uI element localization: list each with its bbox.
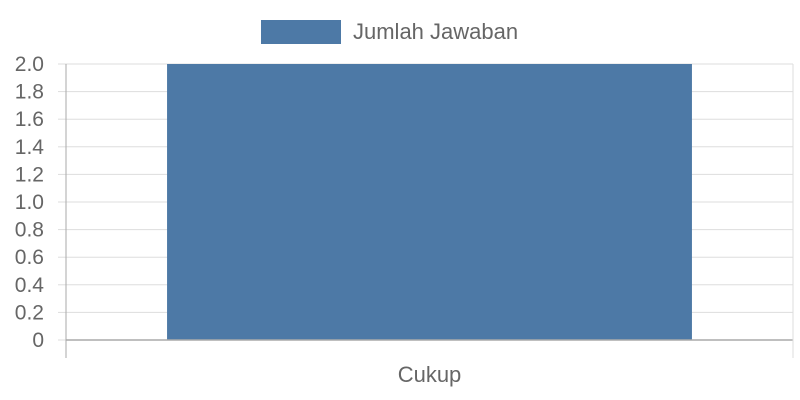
legend[interactable]: Jumlah Jawaban	[261, 19, 518, 44]
x-tick-labels: Cukup	[398, 362, 462, 387]
y-tick-label: 0.4	[15, 274, 45, 297]
y-tick-label: 0.6	[15, 246, 44, 269]
y-tick-labels: 0 0.2 0.4 0.6 0.8 1.0 1.2 1.4 1.6 1.8 2.0	[15, 53, 45, 352]
x-tick-label: Cukup	[398, 362, 462, 387]
legend-swatch	[261, 20, 341, 44]
y-tick-label: 1.8	[15, 81, 44, 104]
axes	[65, 64, 794, 358]
y-tick-label: 0.8	[15, 219, 44, 242]
y-tick-label: 1.2	[15, 163, 44, 186]
y-tick-label: 1.4	[15, 136, 45, 159]
legend-label: Jumlah Jawaban	[353, 19, 518, 44]
y-tick-label: 0.2	[15, 301, 44, 324]
y-tick-label: 1.0	[15, 191, 44, 214]
y-tick-label: 1.6	[15, 108, 44, 131]
y-tick-label: 2.0	[15, 53, 44, 76]
bars	[167, 64, 692, 340]
bar-cukup[interactable]	[167, 64, 692, 340]
y-tick-label: 0	[32, 329, 44, 352]
